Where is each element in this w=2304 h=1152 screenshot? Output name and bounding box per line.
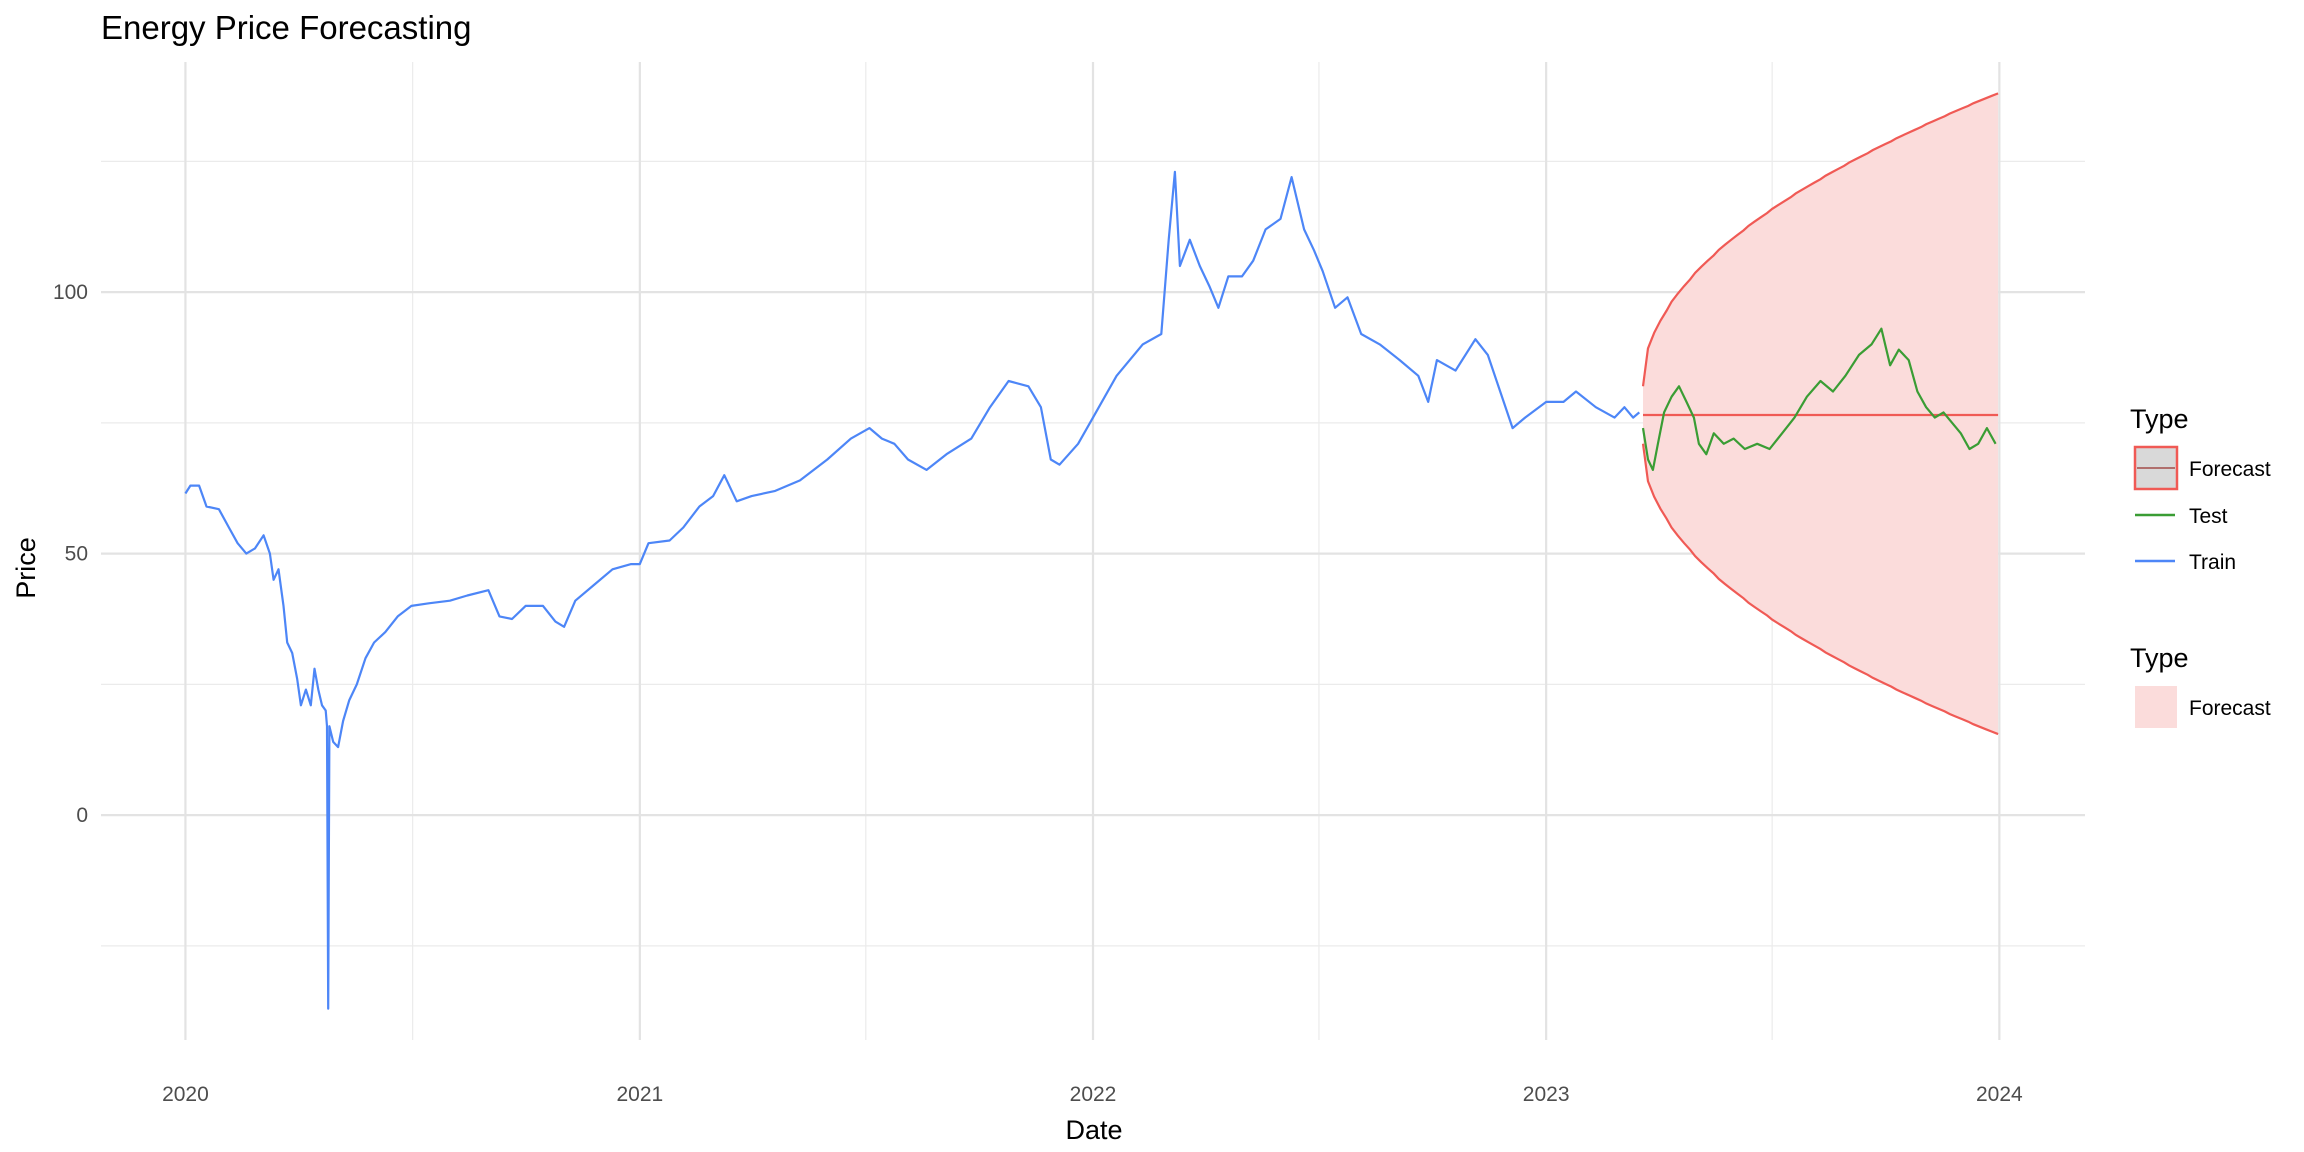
forecast-interval-band [1643,93,1999,734]
forecast-upper-bound [1641,92,1999,387]
legend-key-forecast-fill [2135,686,2177,728]
plot-marks [184,92,1999,1010]
chart-title: Energy Price Forecasting [101,9,472,46]
legend-fill: Type Forecast [2130,643,2271,728]
y-axis-ticks: 0 50 100 [53,281,88,827]
legend-title-lines: Type [2130,404,2189,434]
x-tick-label: 2024 [1976,1083,2023,1106]
x-tick-label: 2021 [616,1083,663,1106]
legend-item-forecast: Forecast [2133,445,2271,491]
y-tick-label: 50 [65,543,88,566]
legend-item-train: Train [2135,551,2236,574]
legend-label-forecast-fill: Forecast [2189,697,2271,720]
legend-item-forecast-fill: Forecast [2135,686,2271,728]
legend-item-test: Test [2135,505,2228,528]
x-tick-label: 2022 [1070,1083,1117,1106]
legend-label-forecast: Forecast [2189,458,2271,481]
y-axis-title: Price [11,537,41,599]
x-tick-label: 2023 [1523,1083,1570,1106]
x-axis-title: Date [1065,1115,1122,1145]
legend-title-fill: Type [2130,643,2189,673]
y-tick-label: 0 [76,804,88,827]
legend-lines: Type Forecast Test Train [2130,404,2271,574]
legend-label-test: Test [2189,505,2228,528]
series-line-train [184,170,1641,1010]
y-tick-label: 100 [53,281,88,304]
forecast-lower-bound [1641,443,1999,736]
x-axis-ticks: 2020 2021 2022 2023 2024 [162,1083,2023,1106]
series-line-test [1641,327,1997,471]
x-tick-label: 2020 [162,1083,209,1106]
legend-label-train: Train [2189,551,2236,574]
